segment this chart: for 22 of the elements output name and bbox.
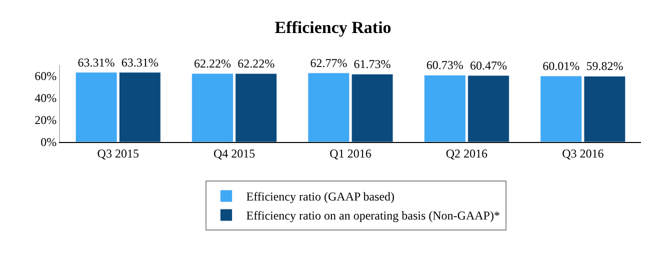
x-tick-label: Q2 2016 xyxy=(446,146,488,160)
x-tick-label: Q4 2015 xyxy=(213,146,256,160)
data-label: 62.77% xyxy=(310,56,348,70)
data-label: 63.31% xyxy=(78,55,115,70)
data-label: 60.73% xyxy=(426,58,464,72)
data-label: 62.22% xyxy=(238,56,275,71)
data-label: 61.73% xyxy=(354,57,391,72)
data-label: 60.47% xyxy=(470,58,507,72)
chart-title: Efficiency Ratio xyxy=(274,18,392,38)
legend-label: Efficiency ratio (GAAP based) xyxy=(246,190,395,204)
data-label: 63.31% xyxy=(121,55,158,70)
y-tick-label: 40% xyxy=(34,91,57,106)
y-tick-label: 20% xyxy=(34,113,57,128)
y-tick-label: 0% xyxy=(40,135,57,150)
x-tick-label: Q1 2016 xyxy=(330,146,372,160)
data-label: 62.22% xyxy=(194,56,232,71)
y-tick-label: 60% xyxy=(34,69,57,84)
x-tick-label: Q3 2015 xyxy=(97,146,139,160)
legend-label: Efficiency ratio on an operating basis (Non-GAAP)* xyxy=(246,208,500,223)
data-label: 60.01% xyxy=(542,58,580,73)
data-label: 59.82% xyxy=(586,59,624,74)
x-tick-label: Q3 2016 xyxy=(562,146,604,160)
